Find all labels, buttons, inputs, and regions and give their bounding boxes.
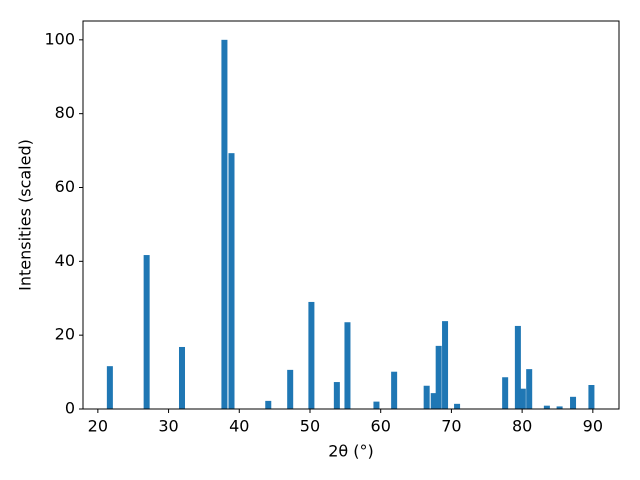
bar: [502, 377, 509, 409]
y-tick-label: 0: [65, 399, 75, 418]
bar: [143, 255, 150, 409]
y-tick-label: 40: [55, 251, 75, 270]
bar: [344, 322, 351, 409]
y-tick-label: 60: [55, 177, 75, 196]
x-tick-label: 80: [512, 417, 532, 436]
bar: [442, 321, 449, 409]
bar: [556, 406, 563, 409]
bar: [435, 345, 442, 409]
bar: [308, 301, 315, 409]
y-tick-label: 100: [44, 29, 75, 48]
x-tick-label: 90: [583, 417, 603, 436]
y-tick-label: 80: [55, 103, 75, 122]
bar: [423, 385, 430, 409]
bar: [519, 388, 526, 409]
bar: [221, 39, 228, 409]
x-tick-label: 70: [441, 417, 461, 436]
y-tick-label: 20: [55, 325, 75, 344]
bar: [391, 371, 398, 409]
x-tick-label: 40: [229, 417, 249, 436]
plot-frame: [82, 20, 620, 410]
bar: [178, 346, 186, 409]
x-tick-label: 30: [158, 417, 178, 436]
x-axis-label: 2θ (°): [328, 442, 374, 461]
bar: [430, 393, 437, 409]
bar: [570, 396, 577, 409]
bar: [514, 325, 521, 409]
x-tick-label: 50: [300, 417, 320, 436]
bar: [287, 369, 294, 409]
bar: [373, 401, 380, 409]
bar: [543, 405, 550, 409]
bar: [106, 366, 113, 409]
bar: [265, 400, 272, 409]
bar: [526, 369, 533, 409]
bar: [588, 385, 595, 409]
bar: [454, 403, 461, 409]
x-tick-label: 60: [371, 417, 391, 436]
y-axis-label: Intensities (scaled): [16, 139, 35, 291]
x-tick-label: 20: [88, 417, 108, 436]
bar: [228, 153, 235, 409]
bar: [333, 382, 340, 409]
